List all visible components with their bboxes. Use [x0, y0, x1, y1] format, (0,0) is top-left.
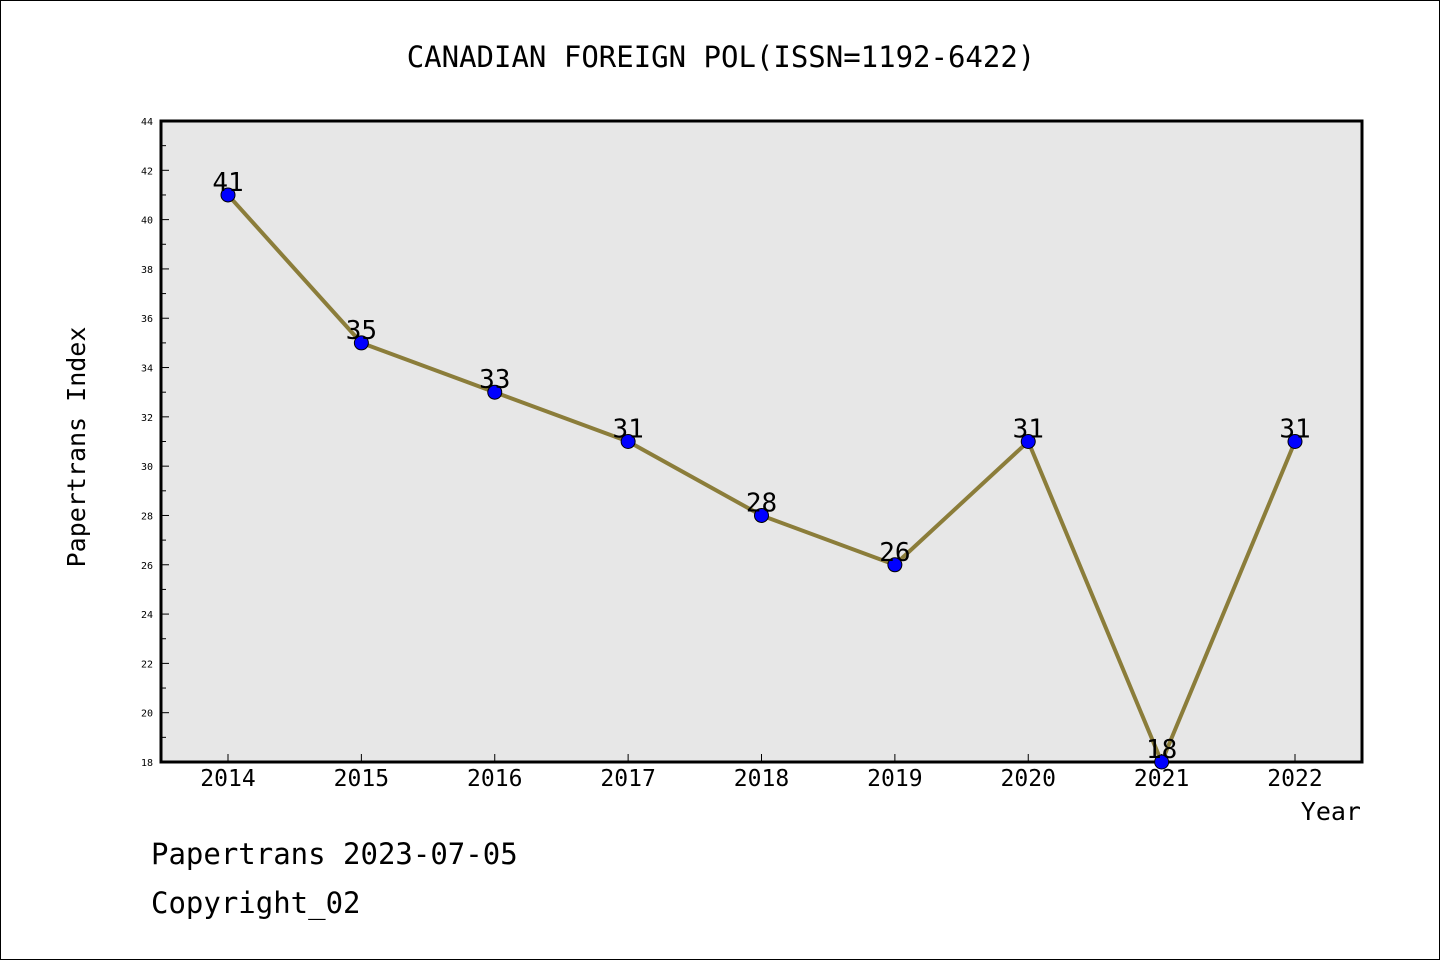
y-tick-label: 36 — [141, 314, 153, 325]
data-label: 28 — [746, 488, 777, 518]
y-tick-label: 32 — [141, 413, 153, 424]
x-tick-label: 2022 — [1267, 766, 1322, 792]
x-tick-label: 2018 — [734, 766, 789, 792]
x-tick-label: 2016 — [467, 766, 522, 792]
data-label: 26 — [879, 538, 910, 568]
data-label: 31 — [612, 415, 643, 445]
y-tick-label: 28 — [141, 511, 153, 522]
data-point — [353, 335, 369, 351]
x-tick-label: 2014 — [200, 766, 255, 792]
data-point — [754, 507, 769, 523]
data-label: 35 — [346, 316, 377, 346]
x-tick-label: 2021 — [1134, 766, 1189, 792]
y-tick-label: 30 — [141, 462, 153, 473]
x-tick-label: 2017 — [600, 766, 655, 792]
data-point — [1020, 434, 1036, 449]
data-point — [487, 384, 503, 400]
y-tick-label: 44 — [141, 117, 153, 128]
chart-title: CANADIAN FOREIGN POL(ISSN=1192-6422) — [407, 40, 1036, 74]
x-axis-title: Year — [1301, 797, 1361, 826]
footer-date: Papertrans 2023-07-05 — [151, 837, 518, 871]
y-tick-label: 22 — [141, 659, 153, 670]
x-tick-label: 2019 — [867, 766, 922, 792]
data-point — [1287, 434, 1303, 449]
data-label: 33 — [479, 365, 510, 395]
y-axis: 18 20 22 24 26 28 30 32 34 36 38 40 42 44 — [141, 117, 169, 769]
data-point — [620, 434, 636, 449]
y-tick-label: 34 — [141, 364, 153, 375]
x-tick-label: 2020 — [1001, 766, 1056, 792]
footer-copyright: Copyright_02 — [151, 886, 361, 920]
x-tick-label: 2015 — [334, 766, 389, 792]
y-tick-label: 20 — [141, 709, 153, 720]
plot-area — [159, 119, 1364, 764]
data-point — [220, 187, 236, 203]
y-tick-label: 42 — [141, 166, 153, 177]
data-label: 31 — [1279, 415, 1310, 445]
data-label: 31 — [1013, 415, 1044, 445]
y-axis-title: Papertrans Index — [62, 327, 91, 568]
series-layer — [220, 187, 1303, 770]
y-tick-label: 38 — [141, 265, 153, 276]
data-label-layer: 41 35 33 31 28 26 31 18 31 — [212, 168, 1310, 765]
y-tick-label: 24 — [141, 610, 153, 621]
y-tick-label: 18 — [141, 758, 153, 769]
data-label: 41 — [212, 168, 243, 198]
x-axis: 2014 2015 2016 2017 2018 2019 2020 2021 2022 — [200, 754, 1323, 792]
y-tick-label: 40 — [141, 216, 153, 227]
data-point — [887, 557, 903, 573]
data-label: 18 — [1146, 735, 1177, 765]
y-tick-label: 26 — [141, 561, 153, 572]
data-point — [1154, 754, 1170, 770]
